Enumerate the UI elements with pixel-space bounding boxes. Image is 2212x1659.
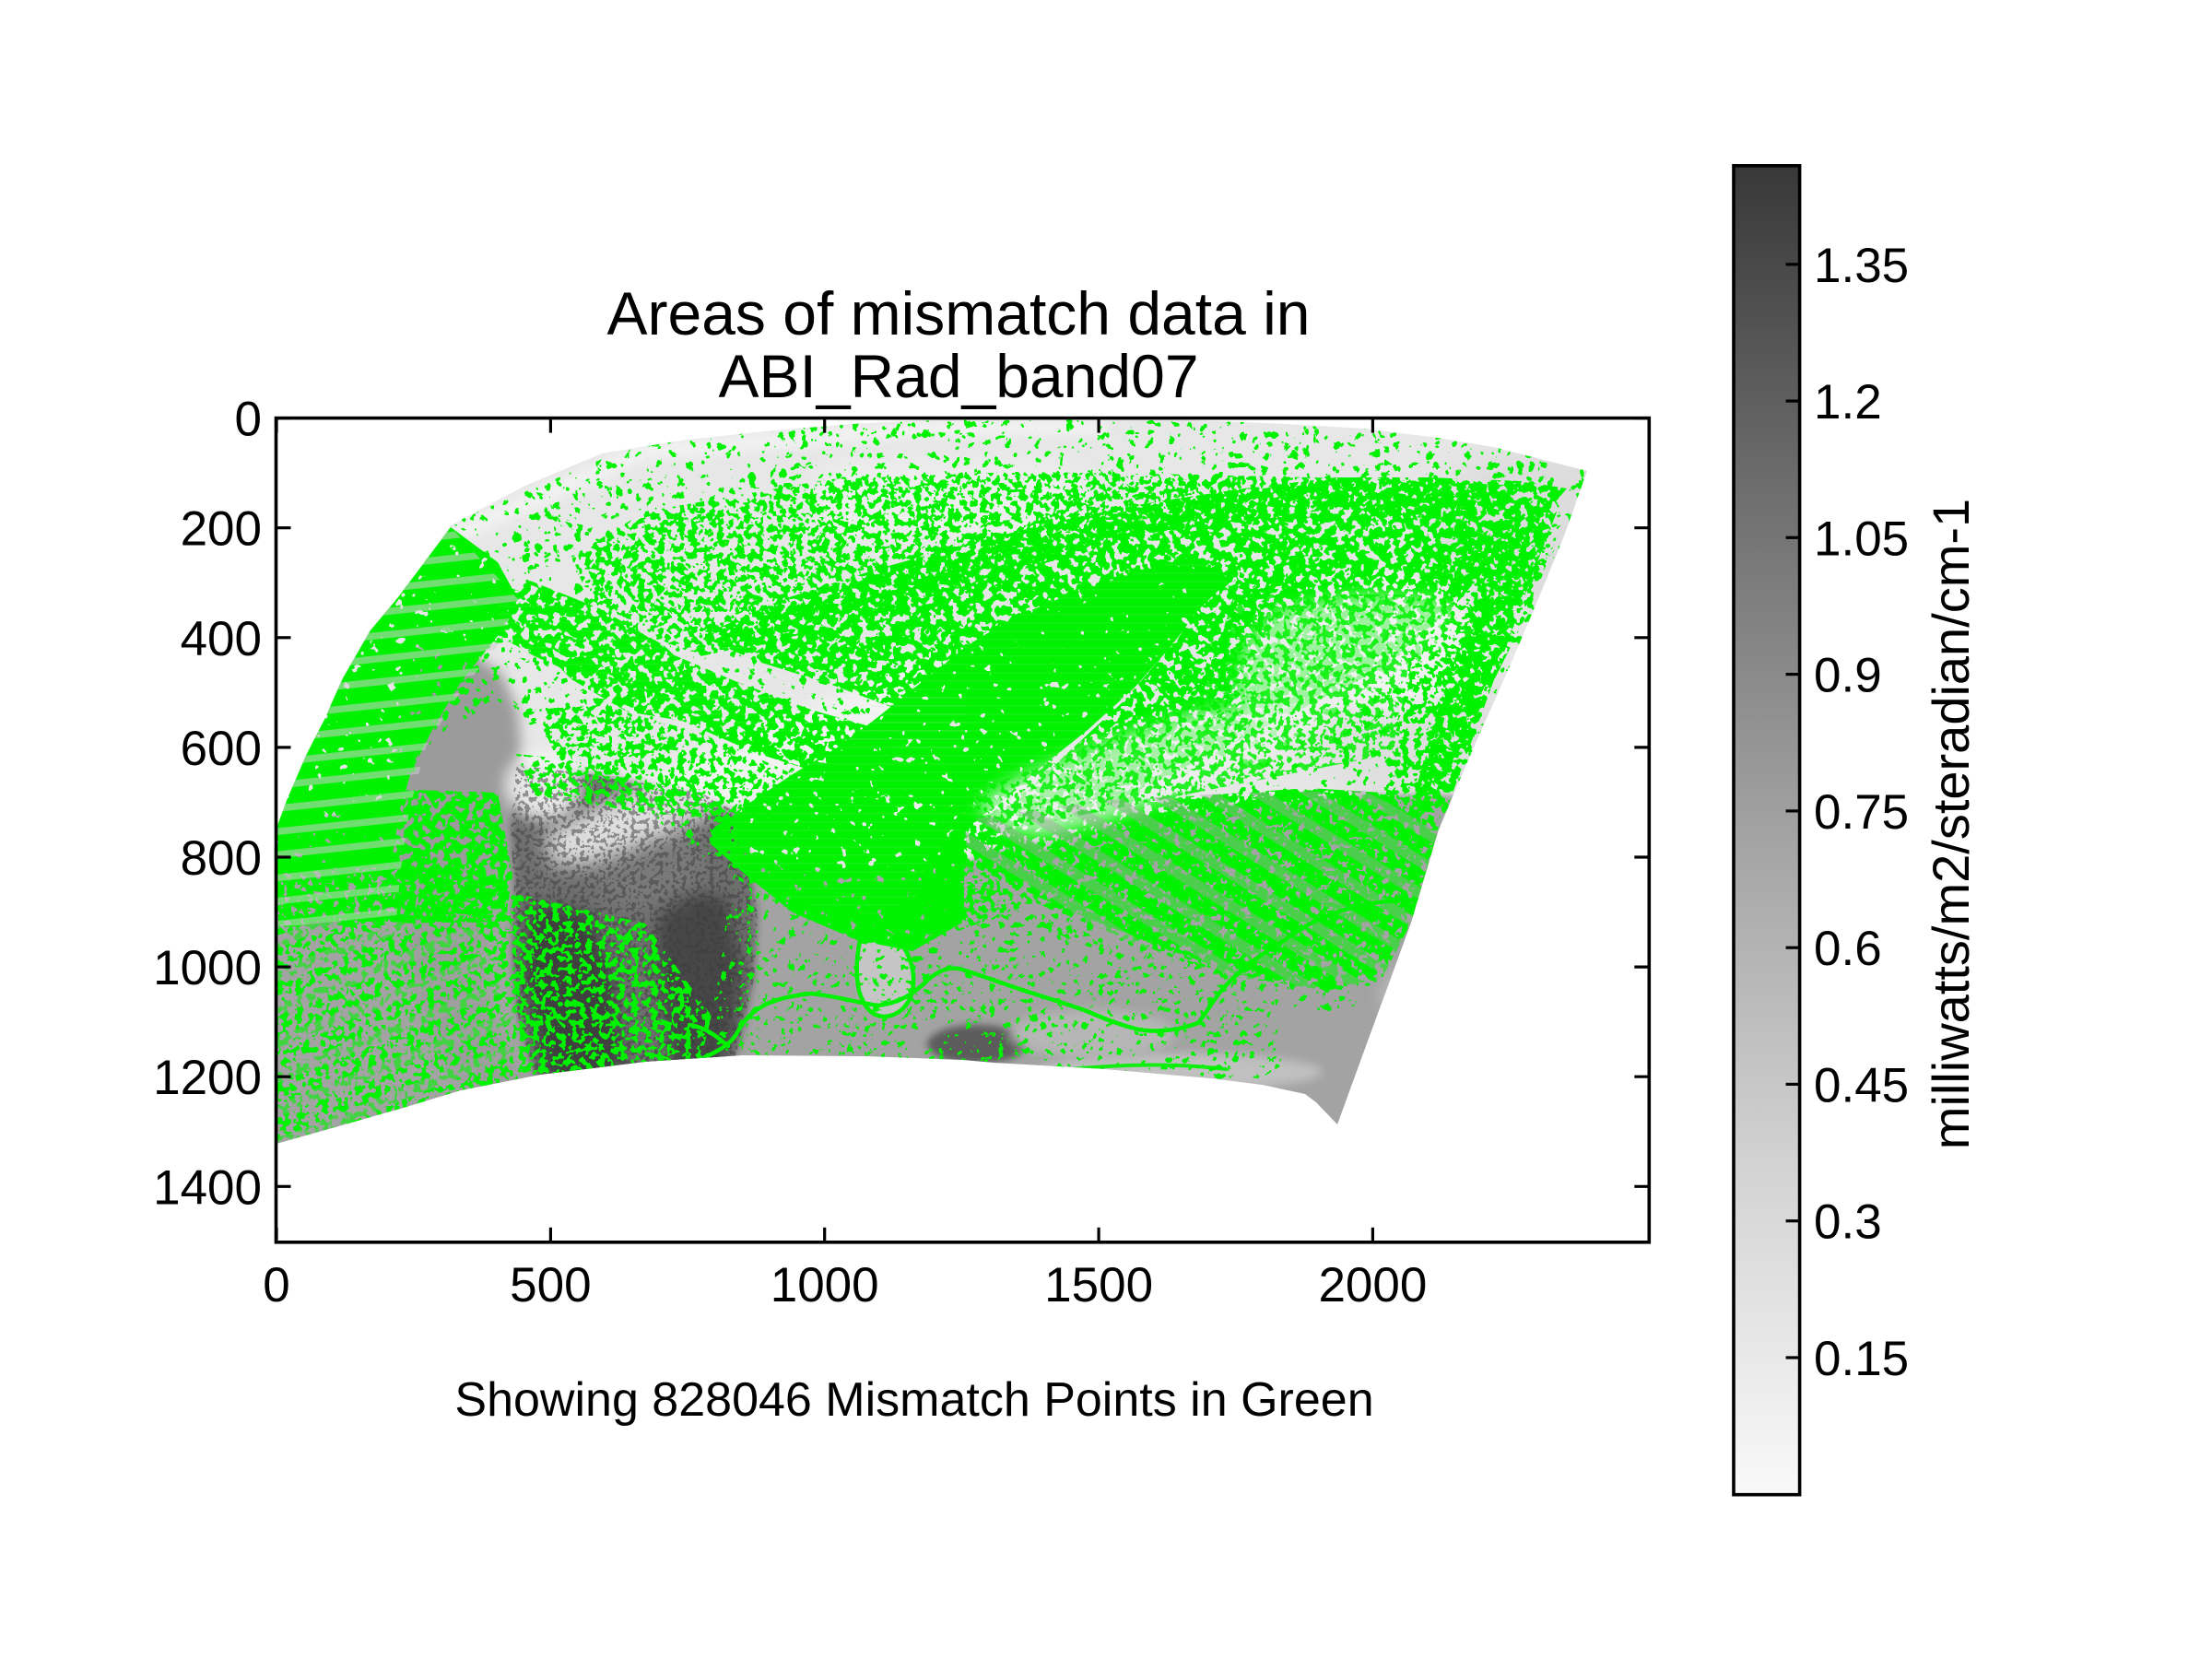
- svg-text:Areas of mismatch data in: Areas of mismatch data in: [607, 279, 1311, 347]
- svg-text:0: 0: [263, 1258, 289, 1312]
- svg-text:0.3: 0.3: [1814, 1195, 1882, 1250]
- svg-text:0: 0: [235, 393, 262, 447]
- svg-text:400: 400: [181, 612, 262, 666]
- svg-text:0.9: 0.9: [1814, 649, 1882, 703]
- svg-text:0.45: 0.45: [1814, 1058, 1909, 1112]
- svg-text:2000: 2000: [1318, 1258, 1427, 1312]
- svg-text:1.05: 1.05: [1814, 512, 1909, 566]
- svg-text:0.15: 0.15: [1814, 1332, 1909, 1386]
- svg-text:200: 200: [181, 502, 262, 557]
- svg-text:milliwatts/m2/steradian/cm-1: milliwatts/m2/steradian/cm-1: [1922, 499, 1980, 1149]
- svg-text:1000: 1000: [153, 941, 262, 995]
- svg-text:1500: 1500: [1044, 1258, 1153, 1312]
- svg-text:1000: 1000: [771, 1258, 879, 1312]
- svg-text:1200: 1200: [153, 1051, 262, 1105]
- svg-text:1.35: 1.35: [1814, 239, 1909, 293]
- svg-text:0.6: 0.6: [1814, 922, 1882, 976]
- svg-text:500: 500: [510, 1258, 591, 1312]
- svg-text:ABI_Rad_band07: ABI_Rad_band07: [718, 342, 1198, 410]
- svg-text:800: 800: [181, 831, 262, 886]
- svg-text:Showing 828046 Mismatch Points: Showing 828046 Mismatch Points in Green: [454, 1373, 1373, 1427]
- svg-text:600: 600: [181, 722, 262, 776]
- svg-text:1.2: 1.2: [1814, 375, 1882, 429]
- svg-text:0.75: 0.75: [1814, 785, 1909, 840]
- svg-text:1400: 1400: [153, 1160, 262, 1215]
